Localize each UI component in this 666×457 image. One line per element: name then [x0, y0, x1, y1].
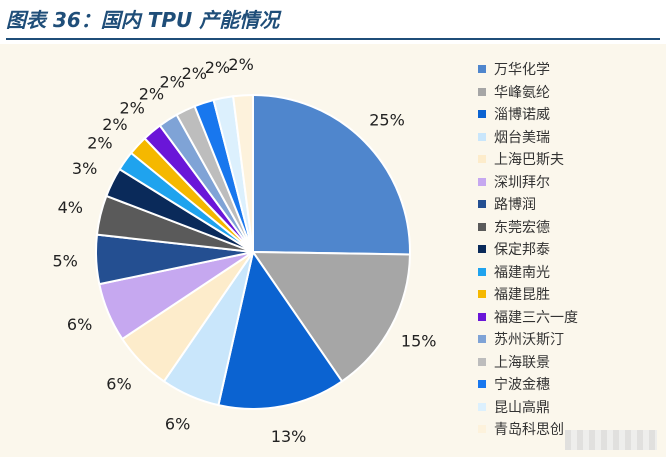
slice-data-label: 2%	[139, 84, 164, 103]
legend-item: 东莞宏德	[478, 216, 578, 239]
legend-item: 烟台美瑞	[478, 126, 578, 149]
legend-item: 万华化学	[478, 58, 578, 81]
legend-item: 宁波金穗	[478, 373, 578, 396]
legend-label: 福建三六一度	[494, 309, 578, 326]
slice-data-label: 3%	[72, 159, 97, 178]
legend-label: 上海联景	[494, 354, 550, 371]
slice-data-label: 2%	[87, 133, 112, 152]
pie-slice	[217, 249, 344, 410]
pie-slice	[232, 93, 254, 253]
slice-data-label: 2%	[182, 64, 207, 83]
slice-data-label: 5%	[53, 251, 78, 270]
legend-item: 深圳拜尔	[478, 171, 578, 194]
legend-swatch	[478, 290, 486, 299]
legend-item: 福建南光	[478, 261, 578, 284]
legend-item: 福建三六一度	[478, 306, 578, 329]
legend-item: 淄博诺威	[478, 103, 578, 126]
legend-item: 保定邦泰	[478, 238, 578, 261]
legend-swatch	[478, 312, 486, 321]
slice-data-label: 15%	[401, 331, 437, 350]
legend-item: 青岛科思创	[478, 418, 578, 441]
watermark-image	[565, 430, 657, 450]
legend-label: 烟台美瑞	[494, 129, 550, 146]
pie-slice	[251, 250, 411, 383]
title-bar: 图表 36：国内 TPU 产能情况	[0, 0, 666, 40]
slice-data-label: 6%	[165, 415, 190, 434]
legend-label: 宁波金穗	[494, 377, 550, 394]
slice-data-label: 4%	[58, 198, 83, 217]
slice-data-label: 2%	[102, 115, 127, 134]
legend-item: 上海巴斯夫	[478, 148, 578, 171]
legend-swatch	[478, 335, 486, 344]
legend-item: 苏州沃斯汀	[478, 328, 578, 351]
legend-label: 华峰氨纶	[494, 84, 550, 101]
legend-item: 华峰氨纶	[478, 81, 578, 104]
legend-item: 福建昆胜	[478, 283, 578, 306]
legend-swatch	[478, 65, 486, 74]
legend-swatch	[478, 380, 486, 389]
legend-swatch	[478, 402, 486, 411]
legend-label: 福建昆胜	[494, 287, 550, 304]
slice-data-label: 2%	[160, 73, 185, 92]
legend-label: 福建南光	[494, 264, 550, 281]
legend-item: 路博润	[478, 193, 578, 216]
legend-item: 昆山高鼎	[478, 396, 578, 419]
legend-label: 上海巴斯夫	[494, 152, 564, 169]
legend-swatch	[478, 155, 486, 164]
legend-item: 上海联景	[478, 351, 578, 374]
legend-label: 深圳拜尔	[494, 174, 550, 191]
legend-label: 路博润	[494, 197, 536, 214]
legend-swatch	[478, 222, 486, 231]
legend-swatch	[478, 87, 486, 96]
legend-label: 保定邦泰	[494, 242, 550, 259]
legend-swatch	[478, 200, 486, 209]
slice-data-label: 25%	[369, 111, 405, 130]
slice-data-label: 2%	[205, 58, 230, 77]
slice-data-label: 6%	[67, 315, 92, 334]
slice-data-label: 2%	[228, 55, 253, 74]
legend-swatch	[478, 267, 486, 276]
legend-label: 淄博诺威	[494, 107, 550, 124]
legend-swatch	[478, 177, 486, 186]
legend-label: 万华化学	[494, 62, 550, 79]
legend-label: 东莞宏德	[494, 219, 550, 236]
title-underline	[6, 38, 660, 40]
legend-swatch	[478, 357, 486, 366]
slice-data-label: 2%	[120, 99, 145, 118]
legend-label: 昆山高鼎	[494, 399, 550, 416]
chart-legend: 万华化学华峰氨纶淄博诺威烟台美瑞上海巴斯夫深圳拜尔路博润东莞宏德保定邦泰福建南光…	[478, 58, 578, 441]
legend-label: 苏州沃斯汀	[494, 332, 564, 349]
slice-data-label: 13%	[271, 427, 307, 446]
legend-swatch	[478, 245, 486, 254]
pie-slice	[252, 93, 411, 256]
legend-label: 青岛科思创	[494, 422, 564, 439]
slice-data-label: 6%	[106, 374, 131, 393]
chart-title: 图表 36：国内 TPU 产能情况	[6, 8, 280, 32]
legend-swatch	[478, 425, 486, 434]
legend-swatch	[478, 132, 486, 141]
legend-swatch	[478, 110, 486, 119]
